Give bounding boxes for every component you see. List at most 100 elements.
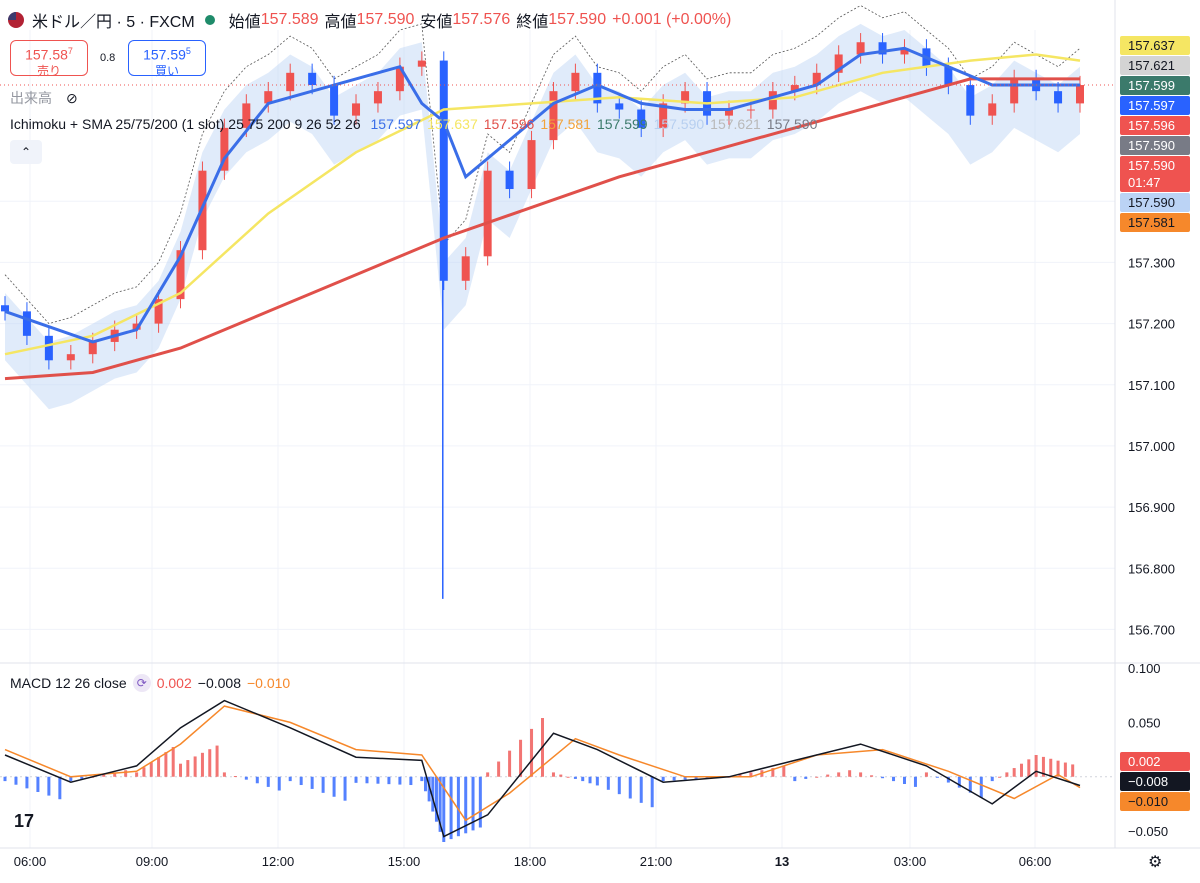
- buy-button[interactable]: 157.595 買い: [128, 40, 206, 78]
- candle-body: [856, 42, 865, 55]
- ichimoku-name: Ichimoku + SMA 25/75/200 (1 slot) 25 75 …: [10, 116, 361, 132]
- macd-histogram-bar: [398, 776, 402, 785]
- macd-tag-label: −0.008: [1128, 774, 1168, 789]
- macd-signal-line: [4, 705, 1081, 822]
- ichimoku-value: 157.637: [427, 116, 478, 132]
- macd-histogram-bar: [376, 776, 380, 784]
- macd-legend[interactable]: MACD 12 26 close ⟳ 0.002 −0.008 −0.010: [10, 674, 296, 692]
- collapse-legend-button[interactable]: ⌃: [10, 140, 42, 164]
- macd-histogram-bar: [551, 772, 555, 777]
- candle-body: [966, 85, 975, 116]
- candle-body: [637, 109, 646, 128]
- time-axis-label: 06:00: [1019, 854, 1052, 869]
- price-tag-label: 157.596: [1128, 118, 1175, 133]
- macd-histogram-bar: [3, 776, 7, 782]
- candle-body: [724, 109, 733, 116]
- macd-histogram-bar: [573, 776, 577, 779]
- macd-histogram-bar: [979, 776, 983, 798]
- macd-histogram-bar: [1049, 758, 1053, 777]
- volume-legend[interactable]: 出来高 ⊘: [10, 88, 78, 108]
- close-value: 157.590: [548, 11, 607, 28]
- macd-histogram-bar: [193, 756, 197, 777]
- macd-histogram-bar: [859, 772, 863, 777]
- macd-histogram-bar: [606, 776, 610, 790]
- price-axis-label: 157.300: [1128, 255, 1175, 270]
- macd-axis-label: −0.050: [1128, 824, 1168, 839]
- candle-body: [505, 170, 514, 190]
- sell-price: 157.58: [25, 46, 68, 63]
- macd-histogram-bar: [892, 776, 896, 782]
- symbol-title[interactable]: 米ドル／円 · 5 · FXCM: [32, 14, 195, 31]
- candle-body: [988, 103, 997, 116]
- macd-histogram-bar: [58, 776, 62, 800]
- candle-body: [900, 48, 909, 55]
- macd-histogram-bar: [497, 761, 501, 777]
- macd-histogram-bar: [650, 776, 654, 808]
- ichimoku-value: 157.590: [653, 116, 705, 132]
- macd-histogram-bar: [47, 776, 51, 796]
- candle-body: [461, 256, 470, 281]
- candle-body: [1010, 78, 1019, 104]
- time-axis-label: 13: [775, 854, 789, 869]
- low-value: 157.576: [452, 11, 511, 28]
- candle-body: [220, 127, 229, 171]
- macd-histogram-bar: [266, 776, 270, 787]
- candle-body: [571, 72, 580, 92]
- sell-button[interactable]: 157.587 売り: [10, 40, 88, 78]
- macd-axis-label: 0.100: [1128, 661, 1161, 676]
- countdown-label: 01:47: [1128, 175, 1161, 190]
- macd-line-value: −0.008: [197, 675, 241, 691]
- price-tag: [1120, 136, 1190, 155]
- candle-body: [395, 66, 404, 92]
- price-axis-label: 156.900: [1128, 500, 1175, 515]
- macd-histogram-bar: [672, 776, 676, 781]
- macd-tag-label: 0.002: [1128, 754, 1161, 769]
- macd-histogram-bar: [924, 772, 928, 777]
- price-tag-label: 157.637: [1128, 38, 1175, 53]
- macd-histogram-bar: [738, 774, 742, 777]
- candle-body: [483, 170, 492, 257]
- macd-histogram-bar: [69, 776, 73, 782]
- macd-histogram-bar: [434, 776, 438, 822]
- macd-histogram-bar: [661, 776, 665, 782]
- candle-body: [439, 60, 448, 281]
- macd-histogram-bar: [102, 774, 106, 777]
- tradingview-logo[interactable]: 17: [14, 811, 35, 831]
- candle-body: [549, 91, 558, 141]
- macd-histogram-bar: [1027, 759, 1031, 777]
- macd-histogram-bar: [749, 772, 753, 777]
- ichimoku-legend[interactable]: Ichimoku + SMA 25/75/200 (1 slot) 25 75 …: [10, 116, 823, 132]
- macd-histogram-bar: [164, 752, 168, 777]
- candle-body: [417, 60, 426, 67]
- macd-histogram-bar: [471, 776, 475, 831]
- ichimoku-value: 157.621: [710, 116, 761, 132]
- macd-histogram-bar: [946, 776, 950, 783]
- macd-histogram-bar: [782, 765, 786, 777]
- macd-histogram-bar: [244, 776, 248, 780]
- candle-body: [681, 91, 690, 104]
- high-label: 高値: [324, 14, 357, 31]
- price-axis-label: 157.200: [1128, 317, 1175, 332]
- price-tag-label: 157.599: [1128, 78, 1175, 93]
- candle-body: [944, 66, 953, 86]
- eye-hidden-icon[interactable]: ⊘: [66, 89, 78, 106]
- macd-histogram-bar: [409, 776, 413, 786]
- macd-histogram-bar: [990, 776, 994, 782]
- low-label: 安値: [420, 14, 453, 31]
- candle-body: [593, 72, 602, 104]
- high-value: 157.590: [356, 11, 415, 28]
- macd-name: MACD 12 26 close: [10, 675, 127, 691]
- macd-histogram-bar: [423, 776, 427, 792]
- macd-histogram-bar: [215, 745, 219, 777]
- candle-body: [264, 91, 273, 104]
- macd-histogram-bar: [1056, 760, 1060, 777]
- macd-histogram-bar: [902, 776, 906, 784]
- macd-histogram-bar: [113, 772, 117, 777]
- macd-histogram-bar: [387, 776, 391, 785]
- candle-body: [878, 42, 887, 55]
- sync-icon[interactable]: ⟳: [132, 674, 151, 692]
- price-axis-label: 156.800: [1128, 561, 1175, 576]
- gear-icon[interactable]: ⚙: [1148, 854, 1163, 871]
- price-tag: [1120, 56, 1190, 75]
